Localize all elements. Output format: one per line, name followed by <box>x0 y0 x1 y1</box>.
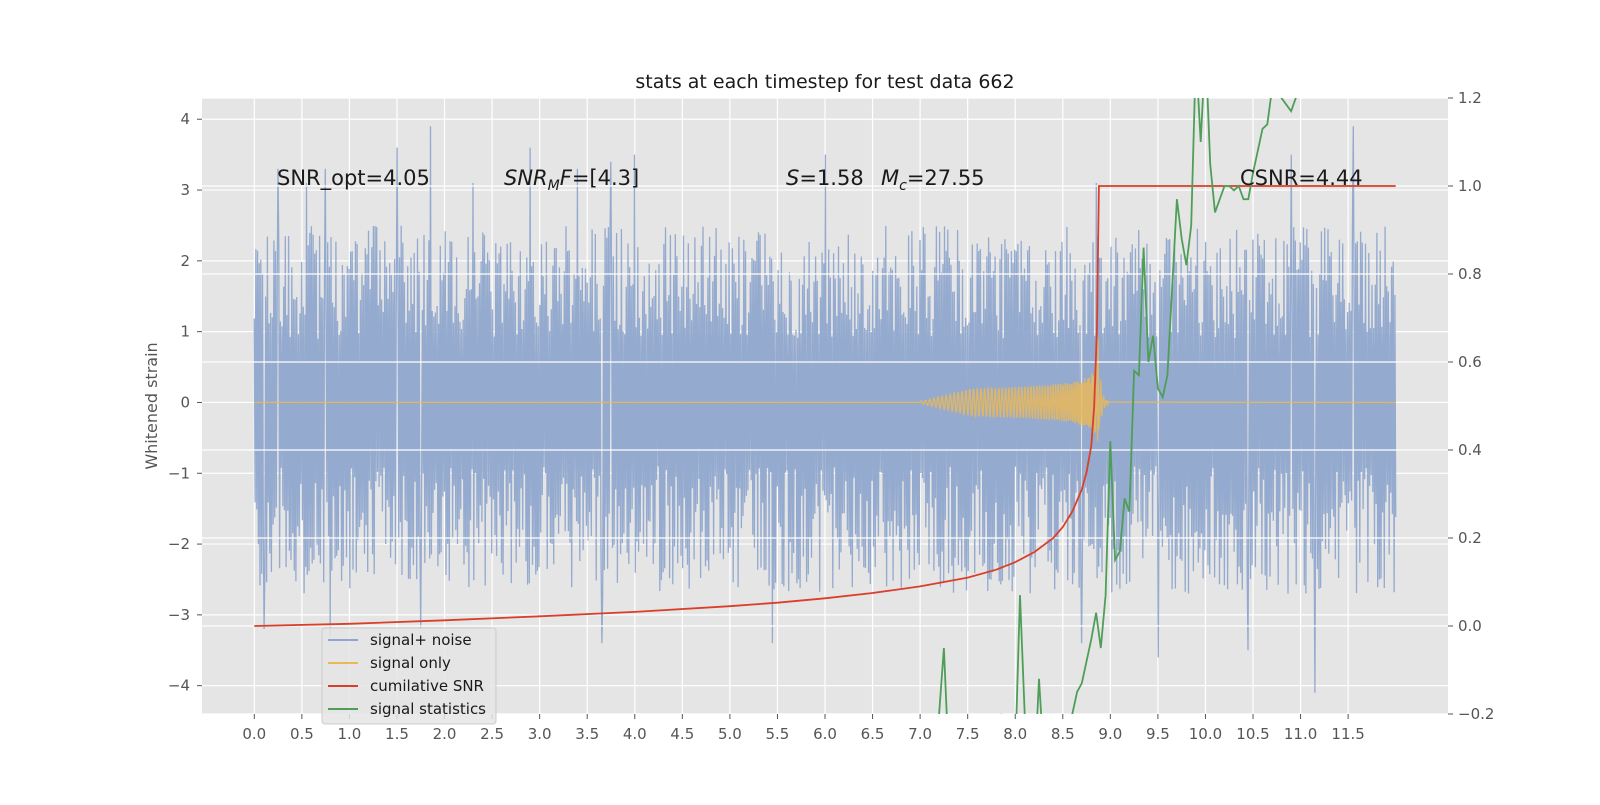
x-tick-label: 0.5 <box>290 725 314 743</box>
series-cumulative-snr <box>254 185 1396 627</box>
x-tick-label: 11.0 <box>1284 725 1317 743</box>
x-tick-label: 4.0 <box>623 725 647 743</box>
y-tick-label: 0 <box>180 393 190 411</box>
y-tick-label: −1 <box>168 464 190 482</box>
x-tick-label: 7.5 <box>956 725 980 743</box>
snr-mf-tail-f: F <box>560 166 573 190</box>
x-tick-label: 3.0 <box>528 725 552 743</box>
x-tick-label: 4.5 <box>670 725 694 743</box>
snr-stat-series-group <box>254 98 1396 714</box>
x-tick-label: 10.0 <box>1189 725 1222 743</box>
y2-tick-label: 0.4 <box>1458 441 1482 459</box>
series-signal-only <box>254 338 1396 442</box>
y-axis-ticks: 4 3 2 1 0 −1 −2 −3 −4 <box>168 110 202 695</box>
legend-label-signal-statistics: signal statistics <box>370 700 486 718</box>
x-tick-label: 3.5 <box>575 725 599 743</box>
x-tick-label: 5.5 <box>766 725 790 743</box>
y-tick-label: −2 <box>168 535 190 553</box>
x-tick-label: 1.0 <box>337 725 361 743</box>
legend: signal+ noise signal only cumilative SNR… <box>321 627 497 725</box>
csnr-annotation: CSNR=4.44 <box>1240 166 1363 190</box>
x-tick-label: 5.0 <box>718 725 742 743</box>
snr-mf-tail: =[4.3] <box>572 166 639 190</box>
y2-tick-label: 0.0 <box>1458 617 1482 635</box>
y-tick-label: −4 <box>168 677 190 695</box>
x-tick-label: 6.5 <box>861 725 885 743</box>
x-tick-label: 0.0 <box>242 725 266 743</box>
series-signal-plus-noise <box>253 126 1397 693</box>
s-main: S <box>786 166 799 190</box>
snr-mf-subscript: M <box>548 178 560 194</box>
y-axis-label: Whitened strain <box>142 342 161 469</box>
snr-mf-annotation: SNRMF=[4.3] <box>504 166 639 194</box>
x-tick-label: 6.0 <box>813 725 837 743</box>
x-tick-label: 7.0 <box>908 725 932 743</box>
chart-title: stats at each timestep for test data 662 <box>635 71 1014 93</box>
s-annotation: S=1.58 <box>786 166 864 190</box>
y2-tick-label: −0.2 <box>1458 705 1494 723</box>
y2-tick-label: 0.2 <box>1458 529 1482 547</box>
y2-tick-label: 0.6 <box>1458 353 1482 371</box>
x-tick-label: 9.0 <box>1098 725 1122 743</box>
annotation-group: SNR_opt=4.05 SNRMF=[4.3] S=1.58 Mc=27.55… <box>277 166 1363 194</box>
x-tick-label: 8.0 <box>1003 725 1027 743</box>
x-tick-label: 10.5 <box>1236 725 1269 743</box>
mc-subscript: c <box>899 178 907 194</box>
legend-label-cumulative-snr: cumilative SNR <box>370 677 484 695</box>
x-tick-label: 9.5 <box>1146 725 1170 743</box>
noise-series-group <box>253 126 1397 693</box>
x-tick-label: 1.5 <box>385 725 409 743</box>
snr-mf-main: SNR <box>504 166 548 190</box>
legend-box <box>321 627 497 725</box>
y2-tick-label: 1.0 <box>1458 177 1482 195</box>
x-tick-label: 8.5 <box>1051 725 1075 743</box>
series-signal-statistics <box>938 98 1297 714</box>
y-tick-label: 1 <box>180 323 190 341</box>
mc-tail: =27.55 <box>907 166 985 190</box>
y-tick-label: 2 <box>180 252 190 270</box>
legend-label-signal: signal only <box>370 654 451 672</box>
x-tick-label: 2.0 <box>433 725 457 743</box>
y-tick-label: 4 <box>180 110 190 128</box>
snr-opt-annotation: SNR_opt=4.05 <box>277 166 430 191</box>
mc-main: M <box>881 166 899 190</box>
x-axis-ticks: 0.0 0.5 1.0 1.5 2.0 2.5 3.0 3.5 4.0 4.5 5.0 5.5 6.0 6… <box>242 714 1365 743</box>
right-y-axis-ticks: 1.2 1.0 0.8 0.6 0.4 0.2 0.0 −0.2 <box>1448 89 1494 723</box>
signal-series-group <box>254 338 1396 442</box>
mc-annotation: Mc=27.55 <box>881 166 985 194</box>
x-tick-label: 11.5 <box>1331 725 1364 743</box>
y-tick-label: 3 <box>180 181 190 199</box>
legend-label-noise: signal+ noise <box>370 631 472 649</box>
x-tick-label: 2.5 <box>480 725 504 743</box>
y2-tick-label: 1.2 <box>1458 89 1482 107</box>
y2-tick-label: 0.8 <box>1458 265 1482 283</box>
s-tail: =1.58 <box>799 166 863 190</box>
y-tick-label: −3 <box>168 606 190 624</box>
